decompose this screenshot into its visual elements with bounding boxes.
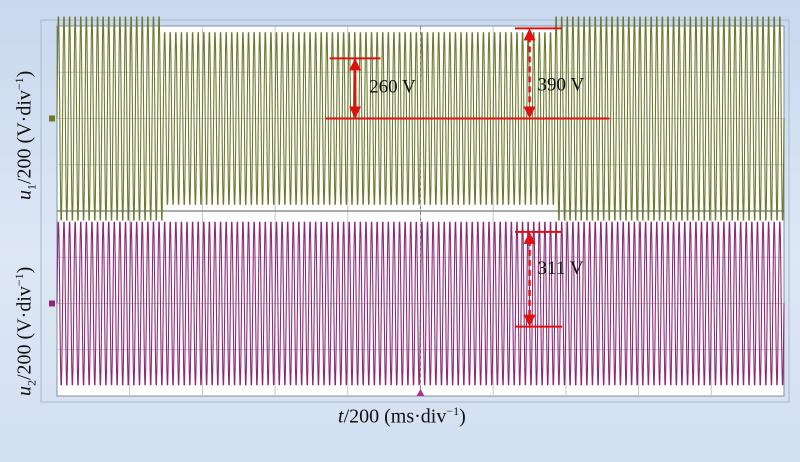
arrow-390-head-top (523, 28, 536, 41)
channel-markers (49, 115, 425, 396)
arrow-311 (523, 231, 536, 327)
y-axis-label-u2: u2/200 (V·div−1) (12, 266, 39, 396)
x-axis-label: t/200 (ms·div−1) (338, 404, 466, 428)
arrow-260-head-top (349, 58, 362, 71)
trigger-marker (416, 389, 425, 396)
label-311: 311 V (538, 258, 584, 279)
arrow-260 (349, 58, 362, 119)
plot-frame-outer (40, 19, 790, 403)
arrow-311-head-bottom (523, 314, 536, 327)
annotations: 260 V 390 V 311 V (325, 27, 610, 328)
trace-u2 (56, 221, 785, 386)
arrow-390 (523, 28, 536, 119)
arrow-390-head-bottom (523, 106, 536, 119)
arrow-260-head-bottom (349, 106, 362, 119)
label-390: 390 V (538, 74, 585, 95)
label-260: 260 V (369, 76, 416, 97)
channel-marker-1 (49, 115, 55, 122)
channel-marker-2 (49, 300, 55, 307)
arrow-311-head-top (523, 231, 536, 244)
y-axis-label-u1: u1/200 (V·div−1) (12, 70, 39, 200)
